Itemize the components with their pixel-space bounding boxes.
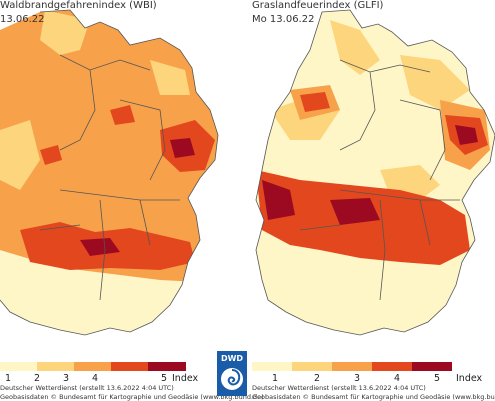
wbi-footer-credit: Deutscher Wetterdienst (erstellt 13.6.20…	[0, 384, 174, 392]
glfi-title: Graslandfeuerindex (GLFI)	[252, 0, 384, 11]
glfi-legend-label-1: 1	[272, 373, 279, 384]
wbi-legend-label-1: 1	[5, 373, 12, 384]
glfi-legend-bar	[252, 362, 452, 371]
wbi-legend-bar	[0, 362, 186, 371]
glfi-legend-label-5: 5	[434, 373, 441, 384]
wbi-state-borders	[0, 9, 219, 336]
wbi-legend-label-5: 5	[161, 373, 168, 384]
glfi-legend-label-2: 2	[314, 373, 321, 384]
wbi-title: Waldbrandgefahrenindex (WBI)	[0, 0, 157, 11]
wbi-legend-label-3: 3	[63, 373, 70, 384]
wbi-map	[0, 9, 219, 336]
glfi-footer-credit: Deutscher Wetterdienst (erstellt 13.6.20…	[252, 384, 426, 392]
wbi-date: 13.06.22	[0, 14, 45, 25]
glfi-footer-geodata: Geobasisdaten © Bundesamt für Kartograph…	[252, 393, 495, 401]
glfi-map	[255, 9, 495, 336]
wbi-index-label: Index	[172, 373, 199, 384]
glfi-legend-label-3: 3	[354, 373, 361, 384]
glfi-state-borders	[255, 9, 495, 336]
wbi-hazard-areas	[0, 10, 218, 335]
wbi-footer-geodata: Geobasisdaten © Bundesamt für Kartograph…	[0, 393, 264, 401]
dwd-logo-icon: DWD	[217, 351, 247, 396]
glfi-date: Mo 13.06.22	[252, 14, 315, 25]
glfi-legend-label-4: 4	[394, 373, 401, 384]
glfi-index-label: Index	[456, 373, 483, 384]
glfi-hazard-areas	[256, 20, 490, 265]
wbi-legend-label-4: 4	[92, 373, 99, 384]
dwd-logo-text: DWD	[221, 354, 243, 363]
wbi-legend-label-2: 2	[34, 373, 41, 384]
